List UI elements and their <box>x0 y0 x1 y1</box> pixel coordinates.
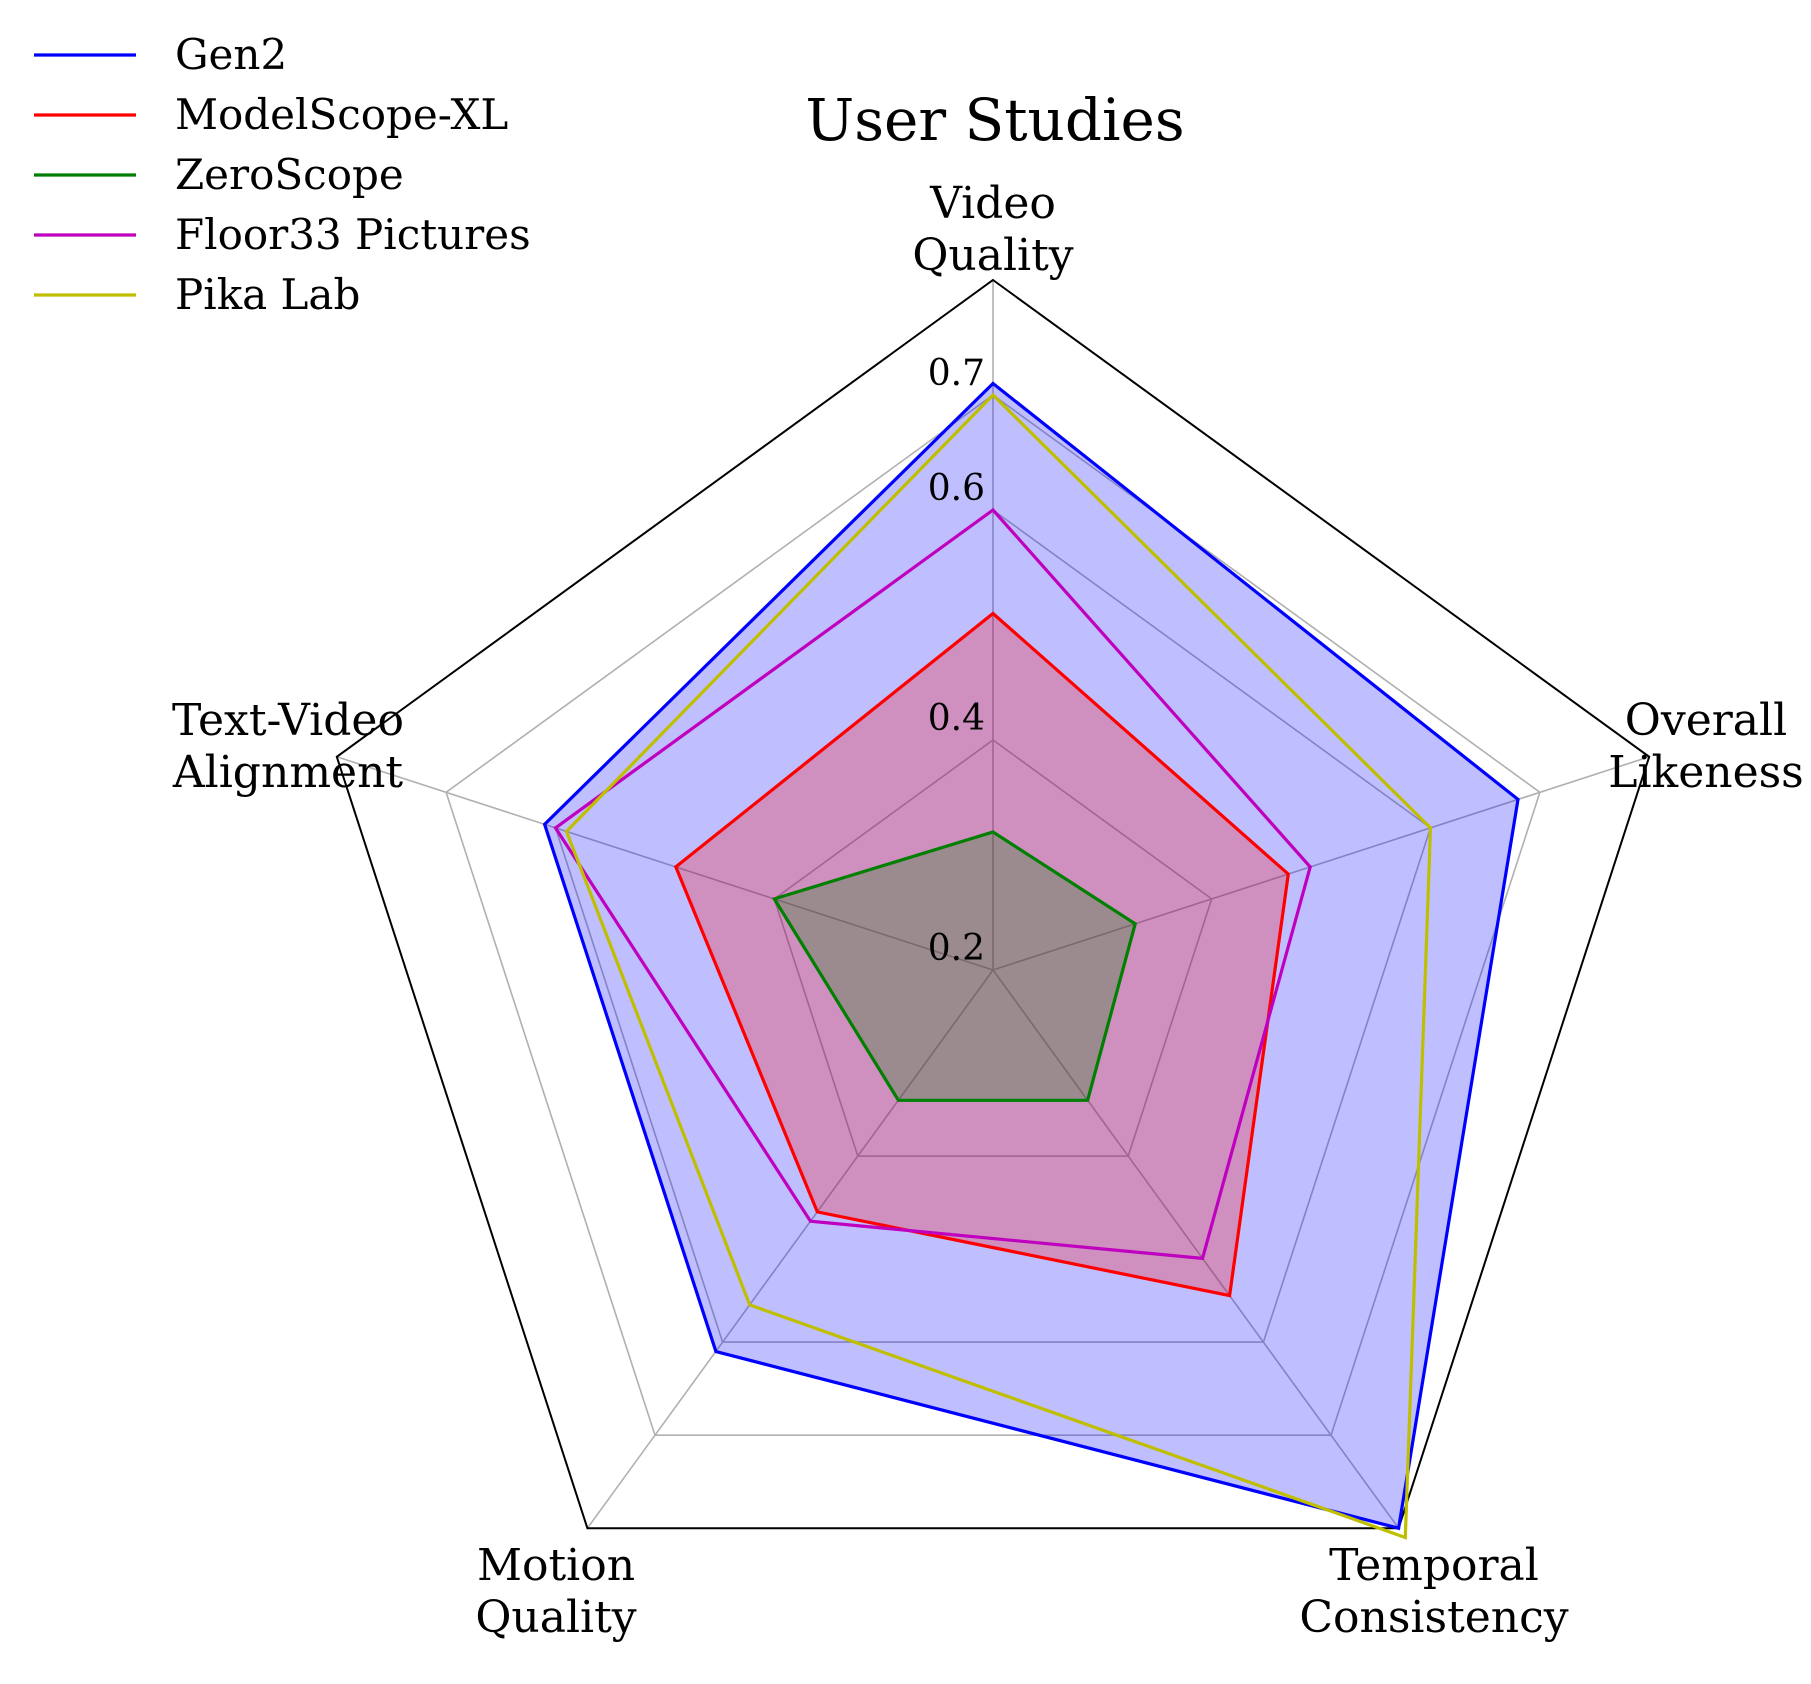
legend: Gen2 ModelScope-XL ZeroScope Floor33 Pictur… <box>34 30 531 319</box>
legend-label: ModelScope-XL <box>175 90 508 139</box>
tick-label: 0.2 <box>928 928 985 969</box>
series-fills <box>544 383 1518 1529</box>
series-line <box>673 611 1291 1298</box>
chart-title: User Studies <box>805 86 1184 154</box>
series-lines <box>542 381 1520 1540</box>
radar-grid-ring <box>773 739 1213 1157</box>
series-line <box>553 507 1312 1261</box>
axis-label: Motion Quality <box>475 1540 636 1643</box>
axis-label: Video Quality <box>912 178 1073 281</box>
legend-label: Gen2 <box>175 30 287 79</box>
radar-grid-ring <box>445 394 1541 1436</box>
legend-label: Pika Lab <box>175 270 360 319</box>
series-fill <box>675 613 1289 1296</box>
series-fill <box>544 383 1518 1529</box>
series-fill <box>774 832 1136 1101</box>
tick-label: 0.4 <box>928 698 985 739</box>
radar-outer-frame <box>335 278 1651 1530</box>
series-line <box>771 830 1138 1102</box>
series-line <box>564 392 1433 1540</box>
series-line <box>542 381 1520 1531</box>
radar-grid <box>335 278 1651 1530</box>
tick-label: 0.7 <box>928 353 985 394</box>
axis-label: Overall Likeness <box>1608 695 1804 798</box>
axis-label: Temporal Consistency <box>1299 1540 1568 1643</box>
radial-tick-labels: 0.2 0.4 0.6 0.7 <box>928 353 985 969</box>
tick-label: 0.6 <box>928 468 985 509</box>
legend-label: ZeroScope <box>175 150 404 199</box>
axis-label: Text-Video Alignment <box>172 695 404 798</box>
legend-label: Floor33 Pictures <box>175 210 531 259</box>
axis-labels: Video Quality Overall Likeness Temporal Consi… <box>172 178 1804 1643</box>
